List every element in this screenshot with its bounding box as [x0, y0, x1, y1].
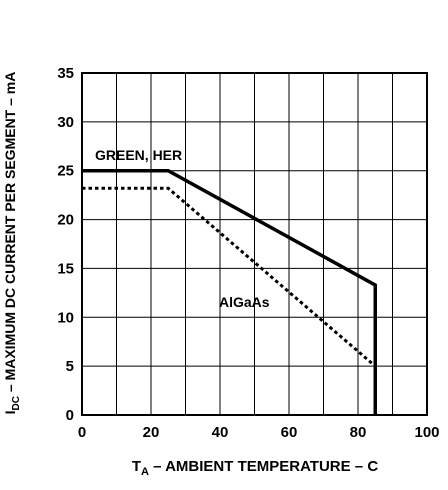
x-tick-label: 60 [281, 424, 298, 441]
x-axis-title: TA – AMBIENT TEMPERATURE – C [132, 458, 378, 478]
series-line-green-her [82, 171, 375, 415]
y-axis-title: IDC – MAXIMUM DC CURRENT PER SEGMENT – m… [2, 72, 22, 415]
y-tick-label: 20 [57, 212, 74, 229]
y-tick-label: 0 [66, 407, 74, 424]
y-tick-label: 30 [57, 114, 74, 131]
y-tick-labels: 0 5 10 15 20 25 30 35 [57, 65, 74, 424]
x-tick-label: 80 [350, 424, 367, 441]
x-tick-label: 0 [78, 424, 86, 441]
y-tick-label: 10 [57, 309, 74, 326]
series-label: GREEN, HER [95, 147, 182, 163]
y-tick-label: 35 [57, 65, 74, 82]
y-tick-label: 15 [57, 260, 74, 277]
x-tick-label: 100 [414, 424, 439, 441]
series-group [82, 171, 375, 415]
y-tick-label: 5 [66, 358, 74, 375]
x-tick-labels: 0 20 40 60 80 100 [78, 424, 440, 441]
y-tick-label: 25 [57, 163, 74, 180]
series-label: AlGaAs [219, 294, 270, 310]
x-tick-label: 20 [143, 424, 160, 441]
x-tick-label: 40 [212, 424, 229, 441]
